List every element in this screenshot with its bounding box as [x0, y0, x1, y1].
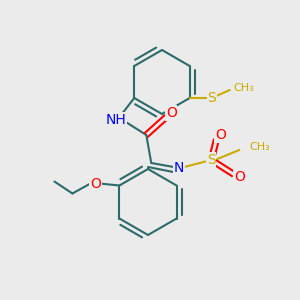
Text: CH₃: CH₃: [249, 142, 270, 152]
Text: O: O: [90, 176, 101, 190]
Text: S: S: [207, 91, 216, 105]
Text: S: S: [207, 153, 216, 167]
Text: NH: NH: [106, 113, 127, 127]
Text: O: O: [166, 106, 177, 120]
Text: CH₃: CH₃: [234, 83, 254, 93]
Text: O: O: [215, 128, 226, 142]
Text: O: O: [234, 170, 245, 184]
Text: N: N: [174, 161, 184, 175]
